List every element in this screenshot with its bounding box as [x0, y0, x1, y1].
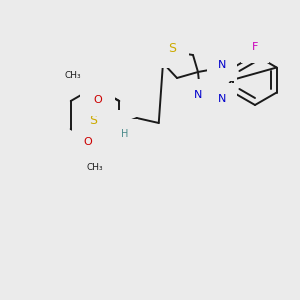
Text: O: O	[93, 95, 102, 105]
Text: H: H	[121, 129, 128, 139]
Text: N: N	[194, 90, 202, 100]
Text: F: F	[252, 42, 258, 52]
Text: CH₃: CH₃	[87, 164, 103, 172]
Text: CH₃: CH₃	[89, 85, 106, 94]
Text: O: O	[83, 137, 92, 147]
Text: N: N	[111, 121, 119, 131]
Text: CH₃: CH₃	[65, 70, 81, 80]
Text: N: N	[218, 94, 226, 104]
Text: S: S	[168, 43, 176, 56]
Text: S: S	[89, 115, 97, 128]
Text: N: N	[218, 60, 226, 70]
